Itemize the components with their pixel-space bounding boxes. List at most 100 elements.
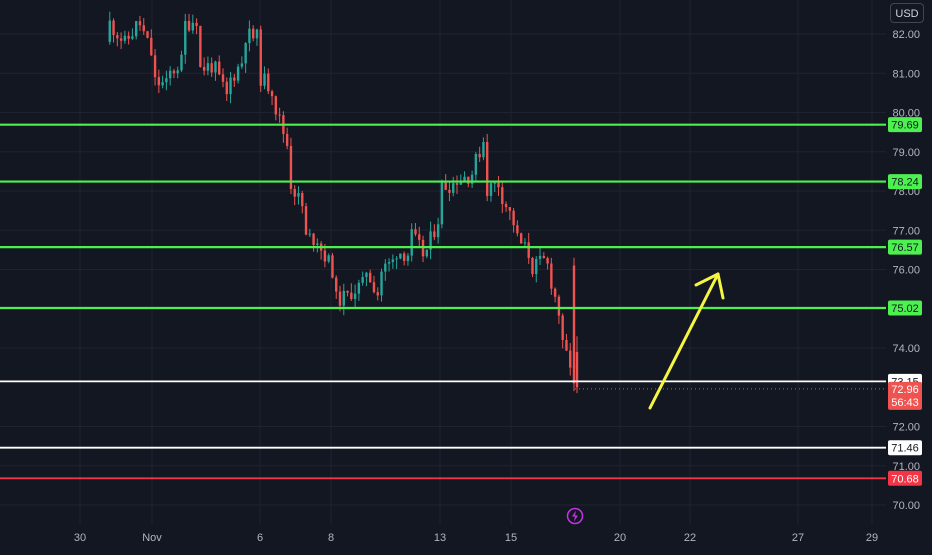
candle-body xyxy=(406,255,410,261)
candle-body xyxy=(380,271,383,296)
candle-body xyxy=(176,70,179,74)
candle-body xyxy=(455,183,459,185)
candle-body xyxy=(497,182,500,188)
candle-body xyxy=(572,265,576,384)
candle-body xyxy=(202,66,206,71)
candle-body xyxy=(293,188,296,197)
x-axis-tick-label: 22 xyxy=(684,532,696,544)
candle-body xyxy=(278,114,281,116)
candle-body xyxy=(467,176,470,184)
candle-body xyxy=(165,78,168,83)
candle-body xyxy=(399,253,402,259)
candle-body xyxy=(504,203,508,208)
candle-body xyxy=(493,182,496,184)
candle-body xyxy=(436,224,440,238)
candle-body xyxy=(501,187,504,204)
candle-body xyxy=(553,288,557,297)
candle-body xyxy=(489,183,493,196)
candle-body xyxy=(138,21,142,26)
candle-body xyxy=(485,142,489,196)
candle-body xyxy=(335,277,338,292)
candle-body xyxy=(323,250,327,262)
candle-body xyxy=(210,63,213,73)
x-axis-tick-label: 15 xyxy=(505,532,517,544)
candle-body xyxy=(418,234,421,240)
price-axis-label: 70.68 xyxy=(891,473,919,485)
candle-body xyxy=(440,181,444,225)
candle-body xyxy=(331,255,334,278)
candle-body xyxy=(414,229,417,235)
candle-body xyxy=(429,231,432,250)
candle-body xyxy=(575,351,579,388)
candle-body xyxy=(569,350,572,368)
y-axis-tick-label: 82.00 xyxy=(892,29,920,41)
candle-body xyxy=(244,43,247,64)
candle-body xyxy=(229,77,232,95)
candle-body xyxy=(259,29,262,86)
candle-body xyxy=(557,296,561,316)
price-axis-label-bg xyxy=(888,300,922,316)
candle-body xyxy=(527,242,530,258)
candle-body xyxy=(180,54,183,71)
candle-body xyxy=(218,61,221,75)
candle-body xyxy=(248,28,251,44)
candle-body xyxy=(195,22,198,26)
candle-body xyxy=(236,66,240,81)
candle-body xyxy=(312,233,315,245)
candle-body xyxy=(391,259,395,263)
arrow-head xyxy=(694,272,725,300)
candle-body xyxy=(478,154,481,158)
candle-body xyxy=(233,77,236,81)
last-price-label-bg xyxy=(888,381,922,410)
price-axis-label-bg xyxy=(888,174,922,190)
candle-body xyxy=(463,176,466,181)
candle-body xyxy=(508,207,512,211)
candle-body xyxy=(387,262,391,264)
y-axis-tick-label: 76.00 xyxy=(892,265,920,277)
y-axis-tick-label: 77.00 xyxy=(892,225,920,237)
candle-body xyxy=(535,258,538,275)
candle-body xyxy=(561,315,564,340)
candle-body xyxy=(538,255,542,259)
y-axis-tick-label: 81.00 xyxy=(892,68,920,80)
candle-body xyxy=(350,292,353,300)
candle-body xyxy=(353,293,357,300)
countdown-label: 56:43 xyxy=(891,397,919,409)
candle-body xyxy=(131,36,134,39)
candle-body xyxy=(251,28,255,39)
candle-body xyxy=(134,21,138,37)
candle-body xyxy=(368,272,372,283)
candle-body xyxy=(108,20,111,42)
candle-body xyxy=(546,257,549,264)
candle-body xyxy=(168,70,172,79)
x-axis-tick-label: 20 xyxy=(614,532,626,544)
lightning-bolt-icon[interactable] xyxy=(566,507,584,525)
x-axis-tick-label: 6 xyxy=(257,532,263,544)
candle-body xyxy=(184,20,187,55)
candle-body xyxy=(372,282,376,293)
y-axis-tick-label: 80.00 xyxy=(892,108,920,120)
candle-body xyxy=(410,229,413,256)
candle-body xyxy=(153,55,157,78)
candle-body xyxy=(474,154,478,175)
candle-body xyxy=(206,63,210,71)
candle-body xyxy=(191,22,195,31)
currency-button[interactable]: USD xyxy=(890,3,924,23)
x-axis-tick-label: Nov xyxy=(142,532,162,544)
candle-body xyxy=(342,290,345,306)
price-axis-label: 79.69 xyxy=(891,120,919,132)
candle-body xyxy=(308,233,312,235)
candle-body xyxy=(519,233,523,244)
candle-body xyxy=(285,133,289,146)
candle-body xyxy=(289,145,293,189)
candle-body xyxy=(338,291,342,306)
candle-body xyxy=(365,272,368,278)
candle-body xyxy=(150,37,153,56)
candle-body xyxy=(316,243,319,245)
candle-body xyxy=(142,25,145,32)
last-price-label: 72.96 xyxy=(891,384,919,396)
candle-body xyxy=(297,193,300,197)
